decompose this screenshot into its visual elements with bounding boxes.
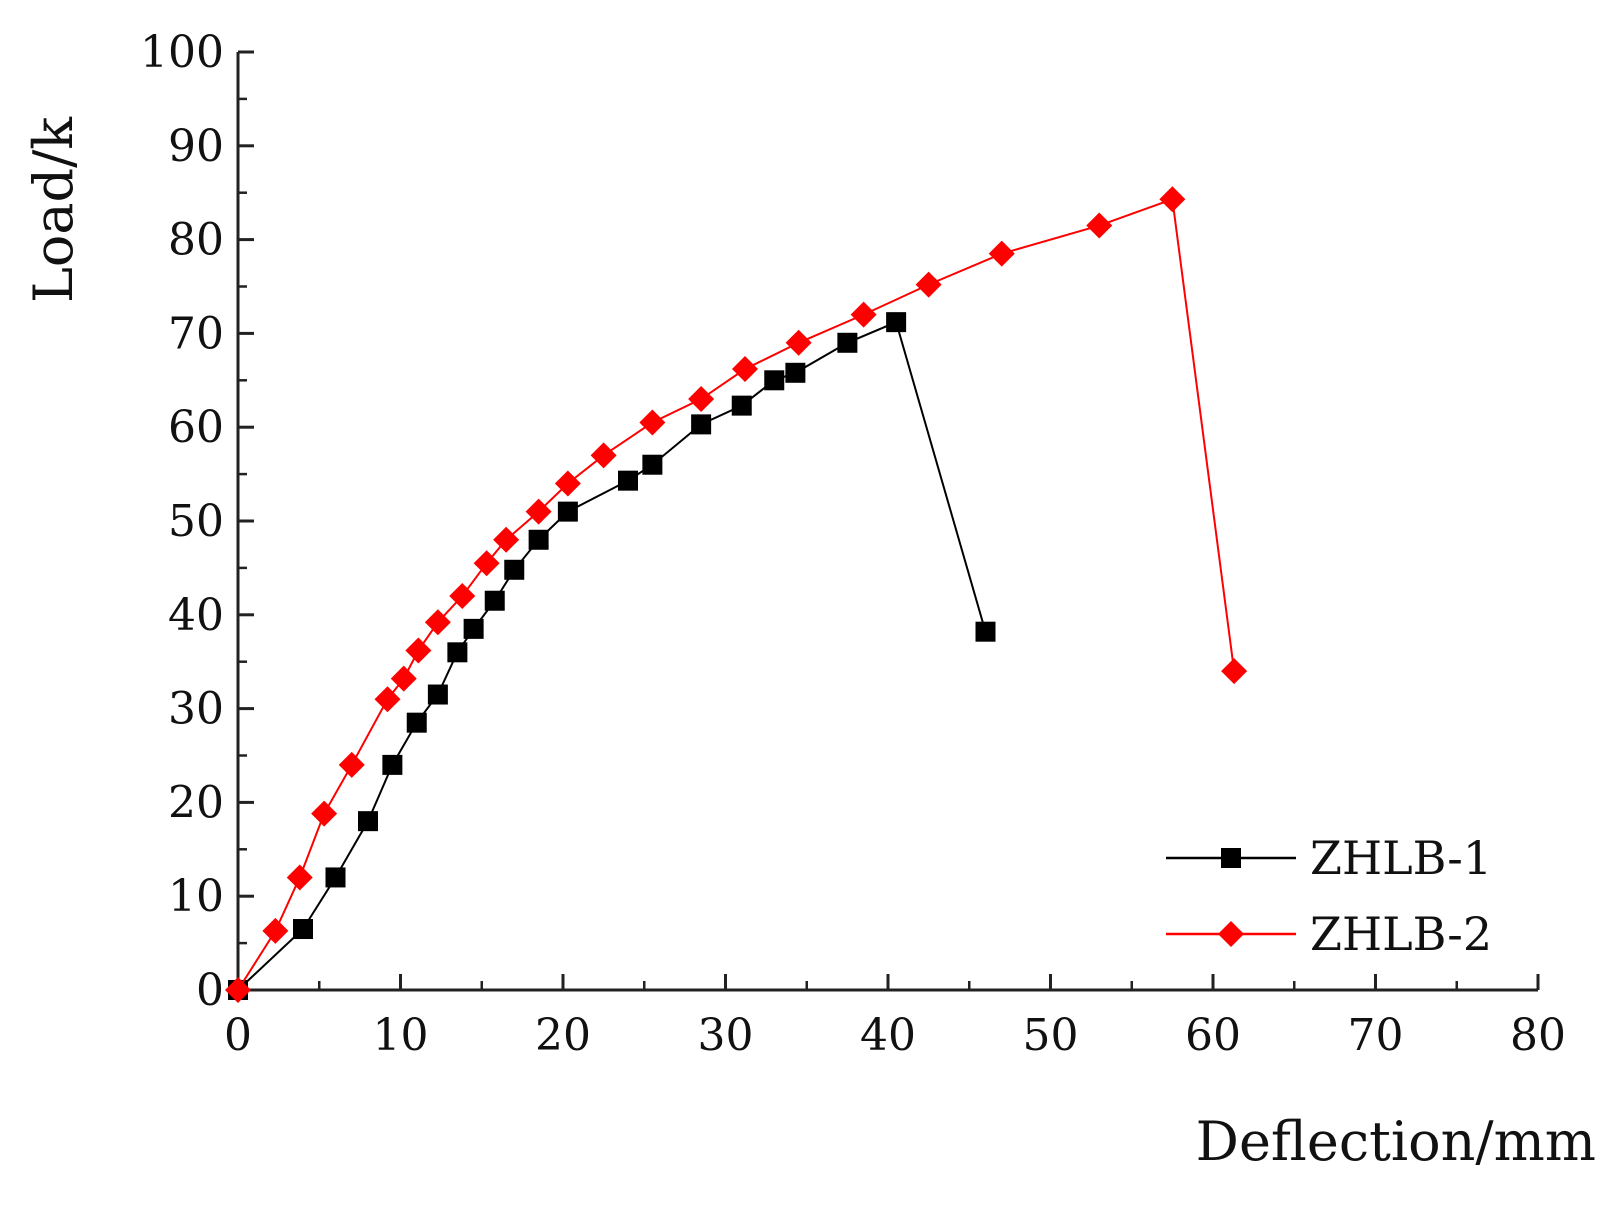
data-point-zhlb-2 (449, 583, 476, 610)
legend-label: ZHLB-1 (1310, 831, 1492, 885)
y-tick-label: 60 (168, 402, 224, 453)
data-point-zhlb-2 (262, 917, 289, 944)
x-tick-label: 80 (1510, 1010, 1566, 1061)
data-point-zhlb-2 (988, 240, 1015, 267)
x-tick-label: 0 (224, 1010, 252, 1061)
data-point-zhlb-2 (688, 386, 715, 413)
y-tick-label: 0 (196, 965, 224, 1016)
y-tick-label: 90 (168, 121, 224, 172)
data-point-zhlb-1 (528, 529, 549, 550)
data-point-zhlb-2 (1221, 658, 1248, 685)
data-point-zhlb-2 (1159, 186, 1186, 213)
data-point-zhlb-1 (837, 332, 858, 353)
y-tick-label: 100 (140, 27, 224, 78)
y-tick-label: 40 (168, 590, 224, 641)
data-point-zhlb-2 (785, 329, 812, 356)
y-tick-label: 20 (168, 777, 224, 828)
x-tick-label: 60 (1185, 1010, 1241, 1061)
y-axis-title: Load/k (22, 116, 85, 303)
series-line-zhlb-1 (237, 320, 987, 991)
data-point-zhlb-2 (850, 301, 877, 328)
axes: 0 10 20 30 40 50 60 70 80 0 10 20 30 40 50 60 70 80 90 100 D… (22, 27, 1596, 1173)
data-point-zhlb-1 (618, 470, 638, 491)
data-point-zhlb-2 (525, 498, 552, 525)
data-point-zhlb-1 (447, 642, 468, 663)
y-tick-label: 80 (168, 215, 224, 266)
data-point-zhlb-1 (557, 501, 578, 522)
data-point-zhlb-2 (493, 526, 520, 553)
x-axis-title: Deflection/mm (1196, 1110, 1596, 1173)
data-point-zhlb-1 (886, 312, 907, 333)
data-point-zhlb-1 (731, 395, 752, 416)
data-point-zhlb-2 (390, 665, 417, 692)
data-point-zhlb-2 (915, 271, 942, 298)
legend-label: ZHLB-2 (1310, 907, 1492, 961)
data-point-zhlb-2 (311, 800, 338, 827)
x-tick-label: 10 (373, 1010, 429, 1061)
data-point-zhlb-1 (975, 621, 996, 642)
x-tick-label: 50 (1023, 1010, 1079, 1061)
data-point-zhlb-1 (427, 684, 448, 705)
data-point-zhlb-2 (732, 356, 758, 383)
data-point-zhlb-1 (293, 919, 313, 940)
x-tick-label: 30 (698, 1010, 754, 1061)
data-point-zhlb-1 (785, 362, 806, 383)
y-tick-label: 50 (168, 496, 224, 547)
data-point-zhlb-2 (374, 686, 401, 713)
series-layer (225, 186, 1248, 1003)
data-point-zhlb-1 (504, 559, 525, 580)
data-point-zhlb-2 (639, 409, 666, 436)
series-line-zhlb-2 (237, 197, 1236, 991)
data-point-zhlb-1 (642, 454, 663, 475)
legend: ZHLB-1 ZHLB-2 (1166, 831, 1492, 961)
data-point-zhlb-2 (473, 550, 500, 577)
legend-marker-zhlb-2 (1218, 921, 1244, 947)
data-point-zhlb-2 (1086, 212, 1113, 239)
data-point-zhlb-1 (358, 811, 378, 832)
x-tick-label: 70 (1348, 1010, 1404, 1061)
data-point-zhlb-2 (225, 977, 251, 1003)
data-point-zhlb-1 (406, 712, 427, 733)
data-point-zhlb-1 (325, 867, 346, 888)
data-point-zhlb-2 (590, 442, 617, 469)
data-point-zhlb-1 (382, 754, 403, 775)
data-point-zhlb-1 (484, 590, 505, 611)
legend-marker-zhlb-1 (1221, 848, 1241, 868)
data-point-zhlb-1 (764, 370, 785, 391)
data-point-zhlb-2 (338, 751, 365, 778)
data-point-zhlb-2 (405, 637, 432, 664)
x-tick-label: 40 (860, 1010, 916, 1061)
data-point-zhlb-1 (463, 618, 484, 639)
y-tick-label: 70 (168, 308, 224, 359)
x-tick-label: 20 (535, 1010, 591, 1061)
data-point-zhlb-2 (554, 470, 581, 497)
y-tick-label: 10 (168, 871, 224, 922)
data-point-zhlb-2 (286, 864, 313, 891)
y-tick-label: 30 (168, 684, 224, 735)
data-point-zhlb-2 (424, 609, 451, 636)
data-point-zhlb-1 (691, 414, 712, 435)
